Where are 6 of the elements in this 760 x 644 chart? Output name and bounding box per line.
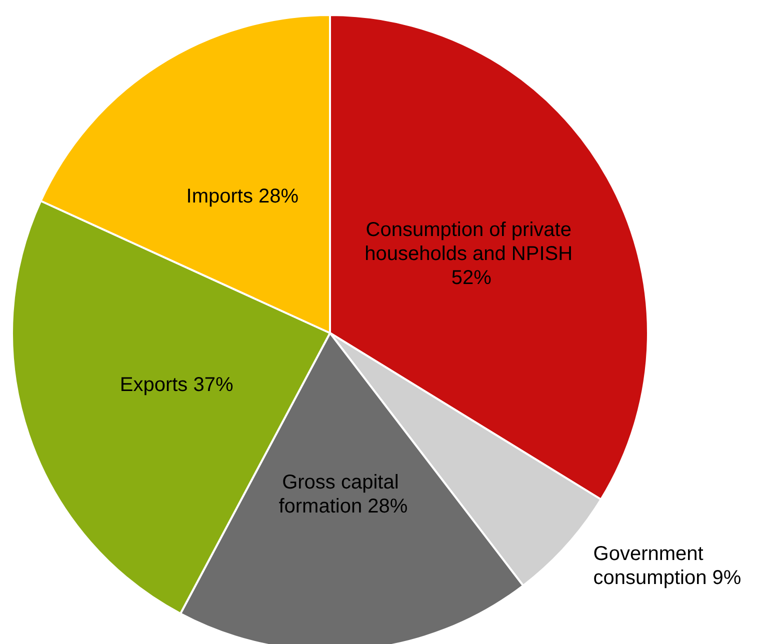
data-label: 52% bbox=[451, 266, 492, 289]
slice-label: Gross capital formation 28% bbox=[278, 471, 408, 518]
slice-label: Imports 28% bbox=[186, 186, 299, 208]
slice-label: Consumption of private households and NPISH bbox=[364, 218, 578, 265]
slice-label: Exports 37% bbox=[120, 374, 234, 396]
slice-label: Government consumption 9% bbox=[593, 543, 742, 590]
